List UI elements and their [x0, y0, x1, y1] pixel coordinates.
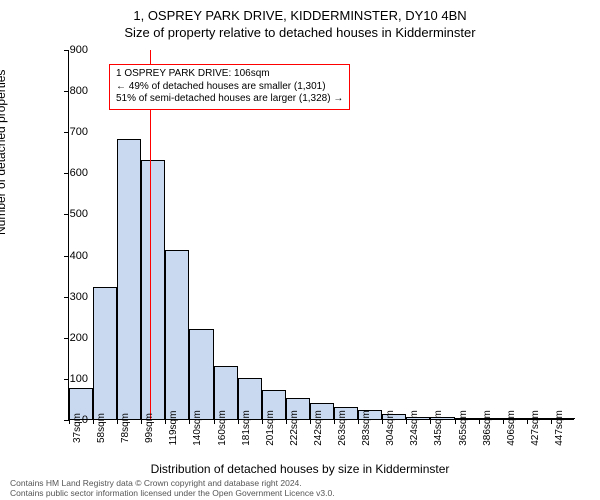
y-tick-mark [64, 91, 69, 92]
histogram-bar [141, 160, 165, 419]
x-tick-label: 345sqm [433, 410, 444, 446]
y-tick-mark [64, 379, 69, 380]
x-tick-label: 99sqm [144, 413, 155, 443]
x-tick-mark [238, 419, 239, 424]
y-tick-mark [64, 338, 69, 339]
x-tick-mark [455, 419, 456, 424]
y-tick-label: 500 [70, 208, 88, 220]
x-tick-label: 283sqm [361, 410, 372, 446]
x-tick-mark [358, 419, 359, 424]
footer-line-2: Contains public sector information licen… [10, 489, 335, 499]
y-tick-mark [64, 256, 69, 257]
x-tick-mark [382, 419, 383, 424]
x-tick-label: 427sqm [530, 410, 541, 446]
y-tick-mark [64, 297, 69, 298]
x-tick-label: 119sqm [168, 411, 179, 446]
x-tick-mark [334, 419, 335, 424]
x-tick-mark [117, 419, 118, 424]
plot-area: 1 OSPREY PARK DRIVE: 106sqm← 49% of deta… [68, 50, 574, 420]
y-tick-label: 200 [70, 332, 88, 344]
y-tick-mark [64, 214, 69, 215]
x-tick-label: 365sqm [458, 410, 469, 446]
footer: Contains HM Land Registry data © Crown c… [10, 479, 335, 499]
x-tick-label: 140sqm [192, 410, 203, 446]
y-tick-mark [64, 50, 69, 51]
y-tick-label: 800 [70, 85, 88, 97]
chart-title-line2: Size of property relative to detached ho… [0, 25, 600, 40]
x-tick-label: 160sqm [217, 410, 228, 446]
x-tick-label: 181sqm [241, 410, 252, 446]
chart-title-line1: 1, OSPREY PARK DRIVE, KIDDERMINSTER, DY1… [0, 8, 600, 23]
y-tick-label: 100 [70, 373, 88, 385]
x-tick-mark [189, 419, 190, 424]
x-axis-label: Distribution of detached houses by size … [0, 462, 600, 476]
annotation-line: 1 OSPREY PARK DRIVE: 106sqm [116, 68, 343, 81]
x-tick-label: 304sqm [385, 410, 396, 446]
x-tick-label: 222sqm [289, 410, 300, 446]
y-tick-label: 300 [70, 291, 88, 303]
annotation-box: 1 OSPREY PARK DRIVE: 106sqm← 49% of deta… [109, 64, 350, 110]
x-tick-mark [406, 419, 407, 424]
x-tick-mark [93, 419, 94, 424]
x-tick-label: 37sqm [72, 413, 83, 443]
x-tick-mark [479, 419, 480, 424]
x-tick-mark [430, 419, 431, 424]
x-tick-mark [214, 419, 215, 424]
x-tick-mark [69, 419, 70, 424]
x-tick-mark [527, 419, 528, 424]
histogram-bar [165, 250, 189, 419]
annotation-line: ← 49% of detached houses are smaller (1,… [116, 81, 343, 94]
x-tick-mark [503, 419, 504, 424]
x-tick-mark [262, 419, 263, 424]
x-tick-mark [165, 419, 166, 424]
x-tick-label: 58sqm [96, 413, 107, 443]
x-tick-label: 406sqm [506, 410, 517, 446]
x-tick-label: 78sqm [120, 413, 131, 443]
chart-container: 1, OSPREY PARK DRIVE, KIDDERMINSTER, DY1… [0, 8, 600, 40]
x-tick-label: 242sqm [313, 410, 324, 446]
x-tick-label: 386sqm [482, 410, 493, 446]
x-tick-label: 263sqm [337, 410, 348, 446]
x-tick-label: 201sqm [265, 410, 276, 446]
y-axis-label: Number of detached properties [0, 70, 8, 235]
y-tick-label: 600 [70, 167, 88, 179]
y-tick-mark [64, 132, 69, 133]
x-tick-mark [286, 419, 287, 424]
y-tick-label: 700 [70, 126, 88, 138]
histogram-bar [117, 139, 141, 419]
histogram-bar [189, 329, 213, 419]
y-tick-label: 900 [70, 44, 88, 56]
annotation-line: 51% of semi-detached houses are larger (… [116, 93, 343, 106]
x-tick-label: 447sqm [554, 410, 565, 446]
x-tick-mark [310, 419, 311, 424]
histogram-bar [93, 287, 117, 419]
y-tick-mark [64, 173, 69, 174]
x-tick-mark [141, 419, 142, 424]
x-tick-label: 324sqm [409, 410, 420, 446]
x-tick-mark [551, 419, 552, 424]
y-tick-label: 400 [70, 250, 88, 262]
